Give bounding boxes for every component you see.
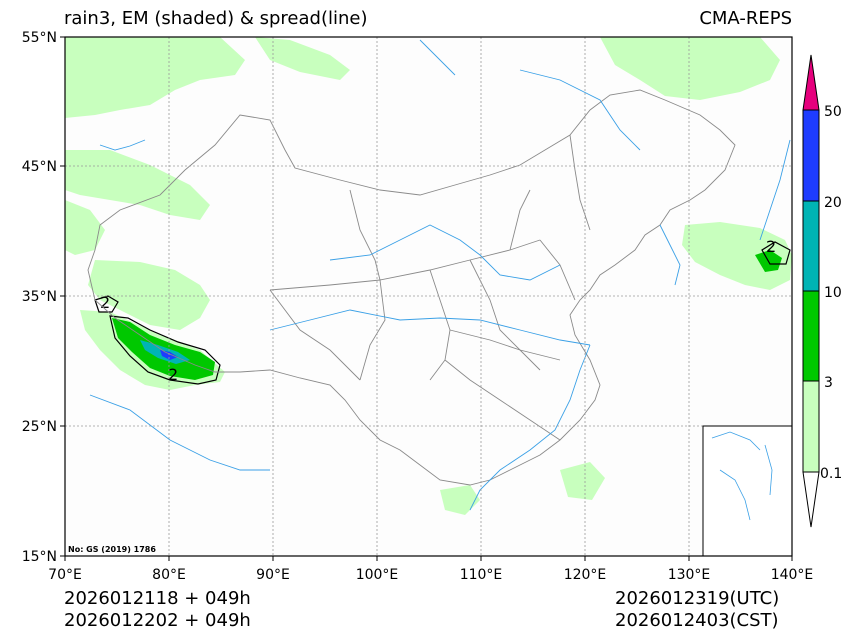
gridlines [65, 37, 792, 556]
colorbar-label-20: 20 [824, 195, 842, 211]
colorbar-label-3: 3 [824, 375, 833, 391]
valid-utc: 2026012319(UTC) [615, 588, 780, 609]
colorbar-label-10: 10 [824, 285, 842, 301]
lat-label-45: 45°N [22, 159, 57, 175]
lat-label-15: 15°N [22, 549, 57, 565]
province-border-5 [469, 259, 541, 371]
coast-china [469, 344, 591, 511]
river-amur [519, 69, 641, 151]
tick-marks [60, 36, 793, 561]
lon-label-70: 70°E [48, 567, 82, 583]
colorbar-seg-green [802, 290, 820, 382]
lon-label-80: 80°E [152, 567, 186, 583]
lon-label-120: 120°E [564, 567, 607, 583]
colorbar-seg-cyan [802, 200, 820, 292]
lon-label-90: 90°E [256, 567, 290, 583]
lake-balkhash [99, 139, 146, 151]
south-china-sea-inset [702, 425, 793, 557]
lon-label-100: 100°E [356, 567, 399, 583]
lon-label-110: 110°E [460, 567, 503, 583]
precip-area-north [65, 37, 245, 118]
init-utc: 2026012118 + 049h [64, 588, 251, 609]
spread-label-west: 2 [100, 293, 110, 312]
colorbar [802, 54, 820, 528]
model-name: CMA-REPS [699, 8, 792, 29]
valid-time-block: 2026012319(UTC) 2026012403(CST) [615, 588, 779, 632]
province-border-7 [449, 329, 561, 361]
lake-baikal [419, 39, 456, 76]
province-border-4 [359, 279, 386, 381]
province-border-6 [509, 189, 531, 251]
lat-label-25: 25°N [22, 419, 57, 435]
precip-area-north-mongolia [255, 37, 350, 80]
spread-contour-korea [761, 241, 791, 265]
lat-label-55: 55°N [22, 30, 57, 46]
spread-label-korea: 2 [766, 237, 776, 256]
spread-contour-west [94, 295, 119, 313]
river-yangtze [269, 309, 591, 346]
coast-korea [659, 224, 681, 286]
coast-japan [759, 139, 791, 241]
valid-cst: 2026012403(CST) [615, 610, 779, 631]
province-border-2 [349, 189, 381, 281]
china-outline [87, 89, 736, 486]
rivers [89, 39, 791, 511]
precip-area-korea-japan [682, 222, 792, 290]
colorbar-seg-light [802, 380, 820, 473]
init-cst: 2026012202 + 049h [64, 610, 251, 631]
lon-label-130: 130°E [668, 567, 711, 583]
lon-label-140: 140°E [771, 567, 814, 583]
spread-label-tibet: 2 [168, 365, 178, 384]
precip-area-west-edge [65, 200, 105, 255]
chart-title: rain3, EM (shaded) & spread(line) [64, 8, 368, 29]
colorbar-label-50: 50 [824, 104, 842, 120]
province-border-8 [444, 359, 561, 441]
precip-area-kazakh [65, 150, 210, 220]
map-review-number: No: GS (2019) 1786 [68, 545, 156, 554]
river-yellow [329, 224, 561, 281]
precip-area-northeast [600, 37, 780, 100]
river-brahmaputra [89, 394, 270, 471]
precip-area-sea-1 [560, 462, 605, 500]
lat-label-35: 35°N [22, 289, 57, 305]
colorbar-bottom-triangle [802, 471, 820, 528]
spread-contour-tibet [109, 315, 221, 385]
precip-area-kunlun [88, 260, 210, 330]
colorbar-top-triangle [802, 54, 820, 111]
colorbar-seg-blue [802, 109, 820, 202]
precip-area-sea-2 [440, 485, 480, 515]
province-border-9 [269, 289, 361, 381]
spread-contours [94, 241, 791, 385]
init-time-block: 2026012118 + 049h 2026012202 + 049h [64, 588, 251, 632]
colorbar-label-0.1: 0.1 [820, 466, 842, 482]
